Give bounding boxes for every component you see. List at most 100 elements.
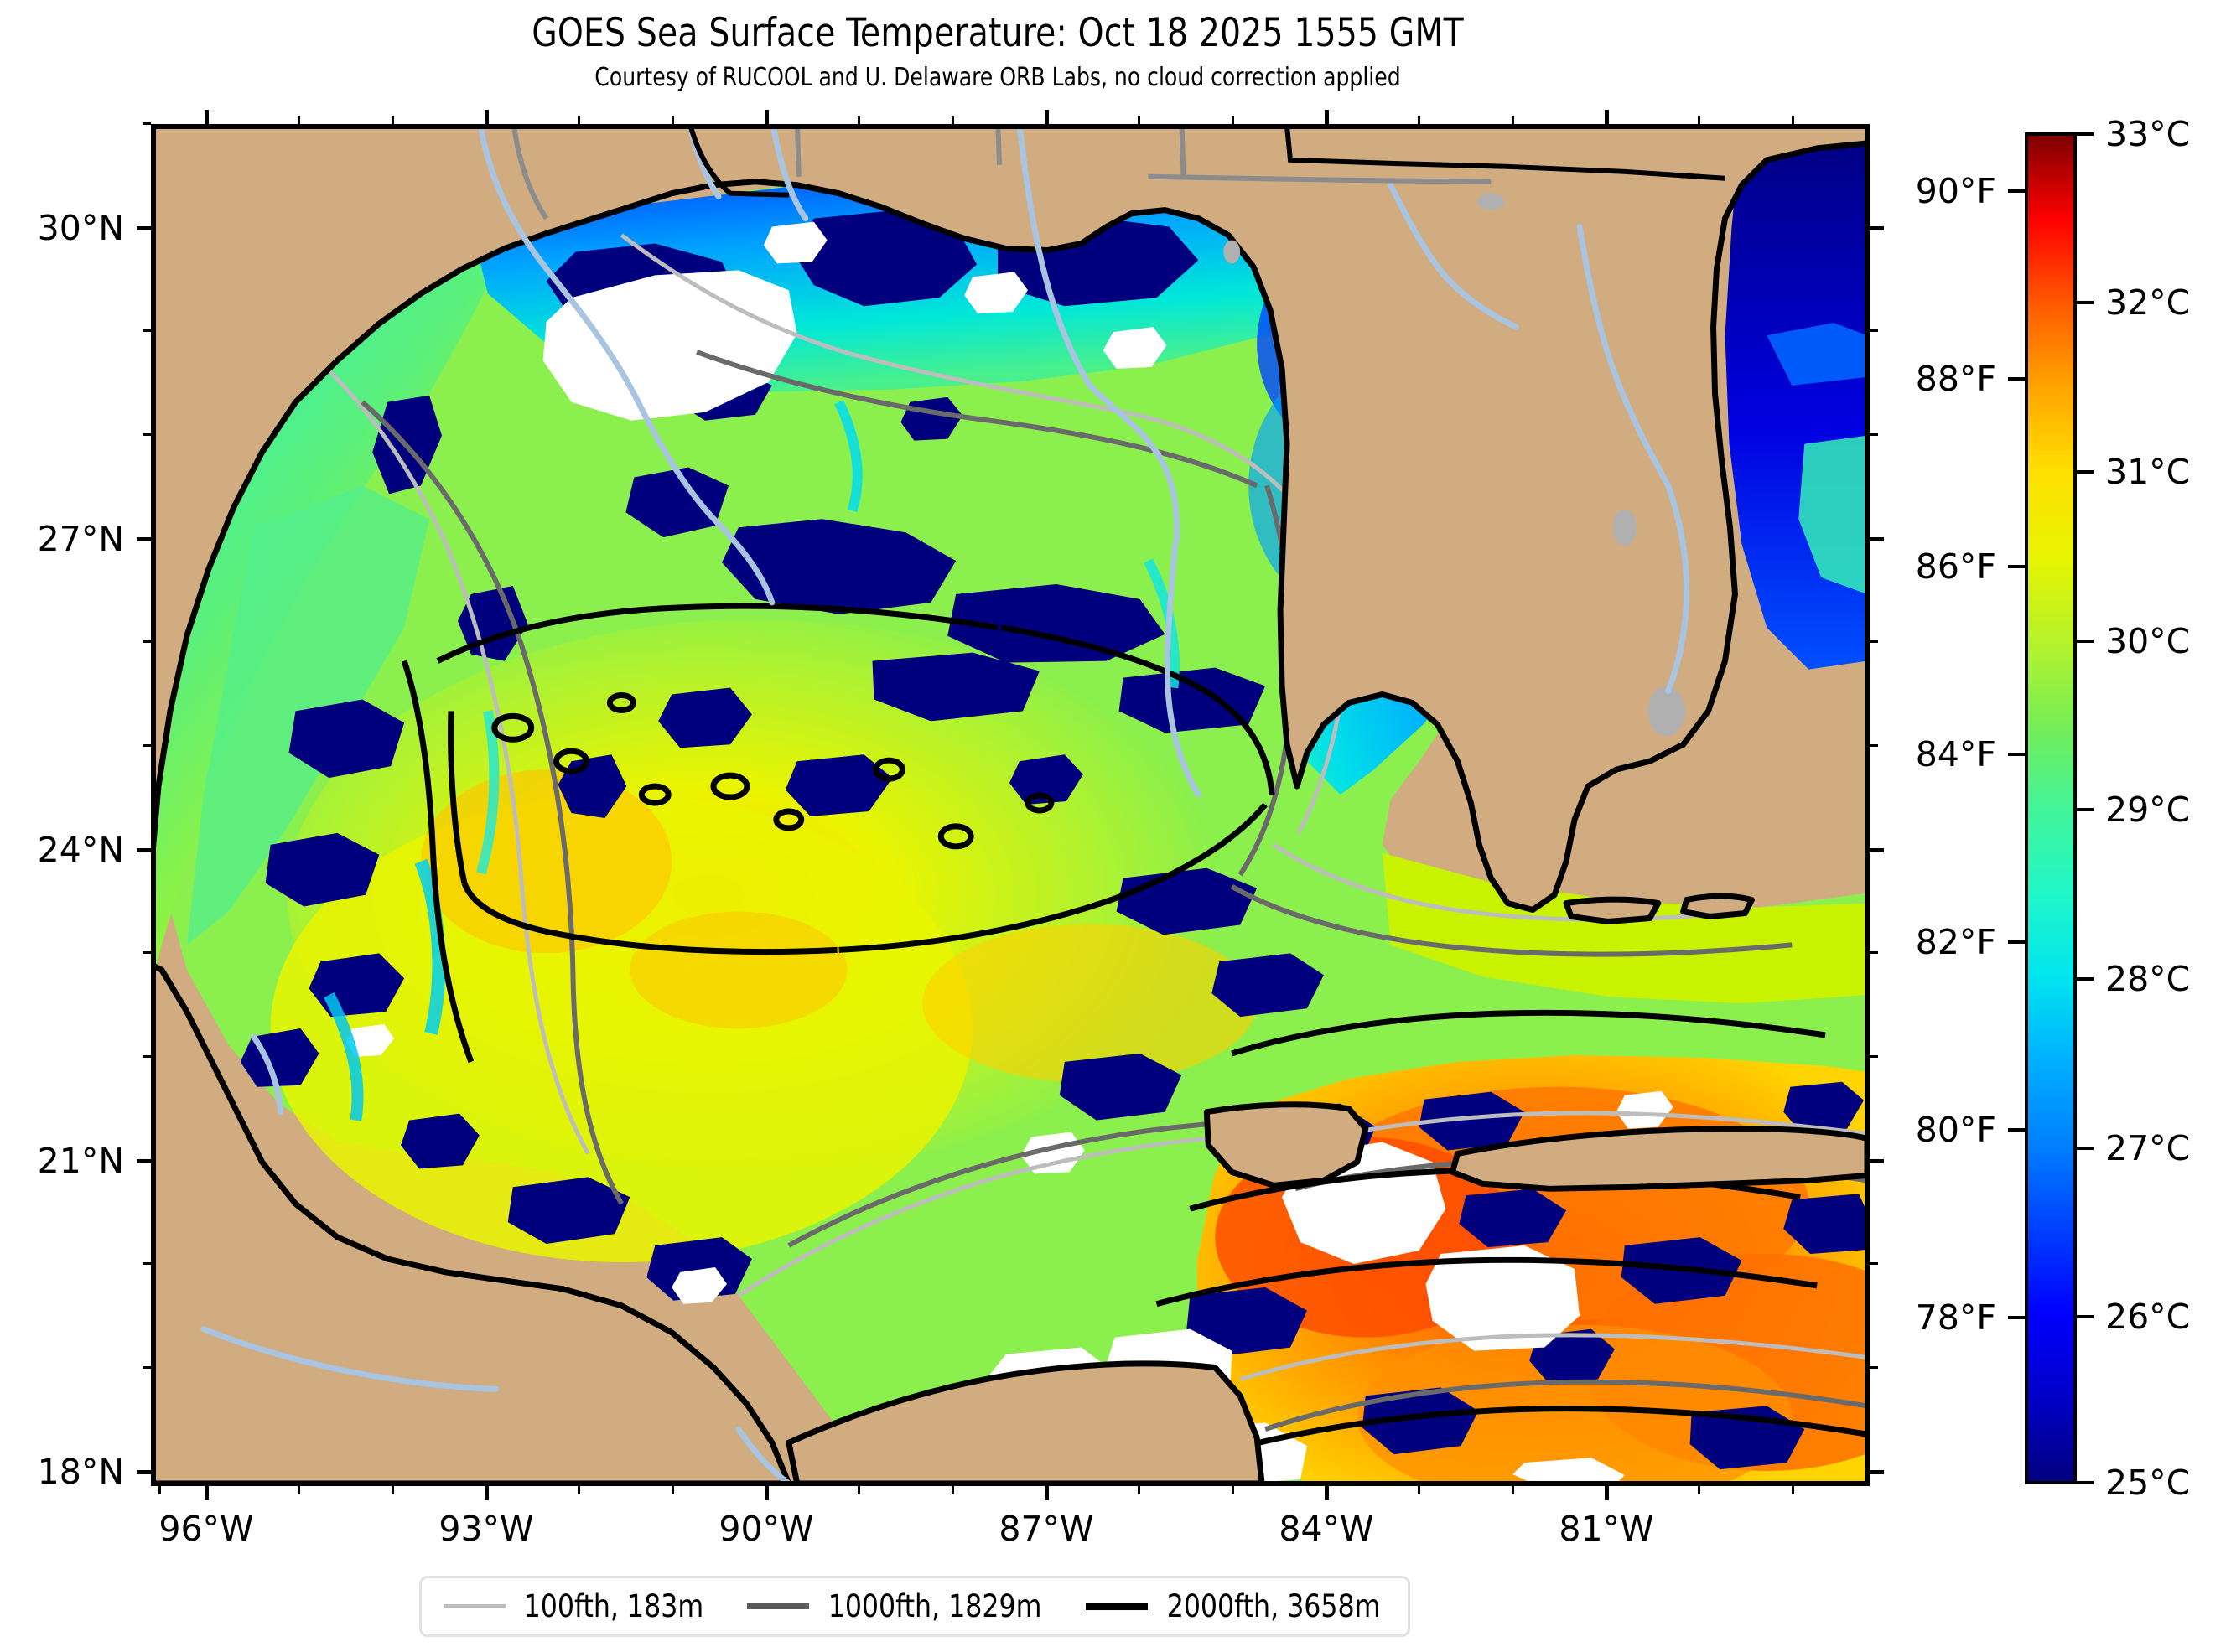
y-tick-major	[137, 1470, 151, 1474]
legend-item: 100fth, 183m	[444, 1588, 708, 1624]
cb-label-c: 27°C	[2105, 1128, 2191, 1168]
legend-label: 1000fth, 1829m	[828, 1588, 1042, 1624]
x-tick-major-top	[205, 110, 209, 124]
cb-tick-c	[2077, 132, 2094, 136]
cb-label-c: 32°C	[2105, 282, 2191, 323]
x-tick-major	[1325, 1486, 1329, 1500]
sst-map-canvas	[153, 127, 1867, 1484]
legend-line-100fth	[444, 1604, 506, 1608]
sst-atlantic-warm-filament	[1798, 435, 1867, 594]
sst-warm-blob-c	[922, 924, 1258, 1083]
x-tick-minor-top	[1232, 116, 1234, 124]
cb-tick-c	[2077, 808, 2094, 811]
x-tick-minor	[1512, 1486, 1514, 1494]
cb-tick-c	[2077, 977, 2094, 981]
cb-tick-f	[2008, 377, 2025, 381]
x-tick-minor	[1418, 1486, 1420, 1494]
y-tick-minor	[143, 1262, 151, 1265]
cb-label-c: 28°C	[2105, 959, 2191, 999]
colorbar[interactable]: 33°C 32°C 31°C 30°C 29°C 28°C 27°C 26°C …	[1916, 114, 2191, 1503]
cb-label-c: 30°C	[2105, 621, 2191, 661]
x-axis-label: 87°W	[999, 1509, 1094, 1549]
page-title: GOES Sea Surface Temperature: Oct 18 202…	[532, 10, 1464, 56]
x-tick-minor-top	[1512, 116, 1514, 124]
x-tick-major	[1605, 1486, 1609, 1500]
sst-map[interactable]	[151, 124, 1870, 1486]
y-tick-major-right	[1870, 537, 1884, 541]
cb-label-c: 31°C	[2105, 452, 2191, 492]
y-tick-major	[137, 226, 151, 230]
cb-tick-f	[2008, 940, 2025, 944]
cb-tick-f	[2008, 189, 2025, 193]
title-block: GOES Sea Surface Temperature: Oct 18 202…	[0, 0, 1995, 92]
x-axis-label: 90°W	[719, 1509, 814, 1549]
x-tick-major	[485, 1486, 489, 1500]
y-tick-minor	[143, 1055, 151, 1058]
y-tick-minor-right	[1870, 433, 1878, 436]
y-tick-minor-right	[1870, 329, 1878, 332]
x-tick-minor	[392, 1486, 394, 1494]
cb-tick-c	[2077, 301, 2094, 304]
x-tick-major-top	[765, 110, 769, 124]
x-tick-major-top	[1325, 110, 1329, 124]
cb-label-f: 78°F	[1915, 1297, 1996, 1338]
x-axis-label: 93°W	[438, 1509, 534, 1549]
cb-label-c: 25°C	[2105, 1463, 2191, 1503]
cb-tick-f	[2008, 1128, 2025, 1132]
y-axis-label: 30°N	[37, 208, 124, 248]
x-tick-minor	[158, 1486, 161, 1494]
cb-label-f: 90°F	[1915, 171, 1996, 211]
bathymetry-legend: 100fth, 183m 1000fth, 1829m 2000fth, 365…	[419, 1576, 1411, 1637]
cb-tick-c	[2077, 470, 2094, 474]
sst-carib-core-d	[1357, 1324, 1793, 1484]
x-tick-minor-top	[298, 116, 300, 124]
x-axis-label: 81°W	[1559, 1509, 1654, 1549]
y-tick-major	[137, 848, 151, 852]
sst-atlantic-blue	[1767, 323, 1867, 386]
x-tick-minor	[1232, 1486, 1234, 1494]
x-tick-minor	[1698, 1486, 1700, 1494]
y-axis-label: 24°N	[37, 830, 124, 870]
country-border-group	[687, 127, 1725, 198]
contour-100fth	[286, 233, 1867, 1381]
legend-line-1000fth	[746, 1603, 809, 1609]
x-tick-major-top	[1045, 110, 1049, 124]
x-tick-major-top	[485, 110, 489, 124]
cb-label-f: 88°F	[1915, 359, 1996, 399]
x-tick-minor	[1138, 1486, 1140, 1494]
y-tick-minor	[143, 640, 151, 643]
x-tick-major	[765, 1486, 769, 1500]
y-tick-minor	[143, 329, 151, 332]
y-tick-minor	[143, 744, 151, 747]
land-group	[153, 127, 1867, 1484]
y-tick-minor-right	[1870, 1366, 1878, 1369]
x-tick-minor	[858, 1486, 860, 1494]
x-tick-major	[1045, 1486, 1049, 1500]
cb-tick-c	[2077, 1315, 2094, 1318]
x-axis-label: 84°W	[1279, 1509, 1374, 1549]
x-tick-minor	[1792, 1486, 1794, 1494]
cb-tick-c	[2077, 1481, 2094, 1484]
legend-item: 1000fth, 1829m	[746, 1588, 1047, 1624]
cb-label-f: 82°F	[1915, 922, 1996, 962]
y-tick-major	[137, 537, 151, 541]
cb-tick-c	[2077, 640, 2094, 643]
y-tick-minor-right	[1870, 1055, 1878, 1058]
cb-tick-f	[2008, 565, 2025, 568]
x-tick-minor-top	[1792, 116, 1794, 124]
y-tick-major-right	[1870, 1470, 1884, 1474]
cb-label-c: 26°C	[2105, 1297, 2191, 1337]
y-tick-minor-right	[1870, 951, 1878, 954]
legend-line-2000fth	[1085, 1603, 1148, 1610]
x-tick-minor-top	[1418, 116, 1420, 124]
page-subtitle: Courtesy of RUCOOL and U. Delaware ORB L…	[594, 63, 1401, 92]
y-axis-label: 21°N	[37, 1141, 124, 1181]
y-tick-major-right	[1870, 848, 1884, 852]
inland-water-group	[1223, 193, 1685, 737]
y-axis-label: 18°N	[37, 1452, 124, 1492]
y-tick-major-right	[1870, 1159, 1884, 1163]
x-tick-minor	[298, 1486, 300, 1494]
x-tick-major	[205, 1486, 209, 1500]
y-tick-minor-right	[1870, 744, 1878, 747]
y-tick-minor	[143, 433, 151, 436]
